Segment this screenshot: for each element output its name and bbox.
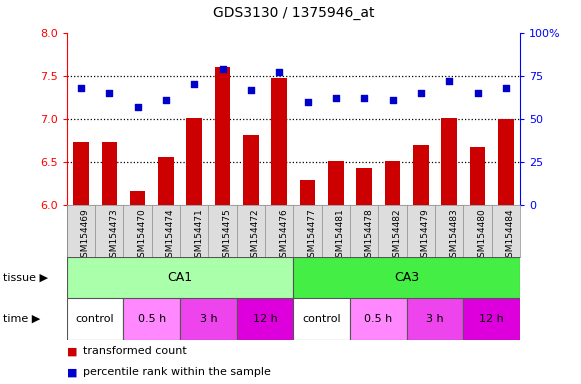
Text: 3 h: 3 h <box>426 314 444 324</box>
Text: transformed count: transformed count <box>83 346 187 356</box>
Bar <box>300 180 315 205</box>
Bar <box>356 168 372 205</box>
Text: 12 h: 12 h <box>253 314 278 324</box>
Text: GSM154470: GSM154470 <box>138 208 146 263</box>
Bar <box>130 191 145 205</box>
Text: 3 h: 3 h <box>200 314 217 324</box>
Text: GSM154472: GSM154472 <box>251 208 260 263</box>
Text: control: control <box>76 314 114 324</box>
Point <box>388 97 397 103</box>
Bar <box>237 298 293 340</box>
Bar <box>464 298 520 340</box>
Bar <box>293 257 520 298</box>
Text: GSM154479: GSM154479 <box>421 208 430 263</box>
Point <box>133 104 142 110</box>
Point <box>105 90 114 96</box>
Bar <box>243 135 259 205</box>
Text: CA1: CA1 <box>167 271 193 284</box>
Text: ■: ■ <box>67 346 77 356</box>
Text: GSM154480: GSM154480 <box>478 208 486 263</box>
Bar <box>407 298 464 340</box>
Point <box>275 70 284 76</box>
Text: GSM154482: GSM154482 <box>393 208 401 263</box>
Bar <box>215 67 231 205</box>
Bar <box>328 161 344 205</box>
Text: GDS3130 / 1375946_at: GDS3130 / 1375946_at <box>213 7 374 20</box>
Text: 0.5 h: 0.5 h <box>364 314 393 324</box>
Text: ■: ■ <box>67 367 77 377</box>
Point <box>501 85 511 91</box>
Text: GSM154484: GSM154484 <box>506 208 515 263</box>
Point <box>473 90 482 96</box>
Text: time ▶: time ▶ <box>3 314 40 324</box>
Text: GSM154477: GSM154477 <box>307 208 317 263</box>
Text: GSM154475: GSM154475 <box>223 208 232 263</box>
Text: GSM154471: GSM154471 <box>194 208 203 263</box>
Text: GSM154483: GSM154483 <box>449 208 458 263</box>
Point <box>76 85 85 91</box>
Text: 12 h: 12 h <box>479 314 504 324</box>
Text: tissue ▶: tissue ▶ <box>3 272 48 283</box>
Bar <box>102 142 117 205</box>
Bar <box>180 298 237 340</box>
Bar <box>187 118 202 205</box>
Bar <box>124 298 180 340</box>
Text: GSM154469: GSM154469 <box>81 208 90 263</box>
Bar <box>442 118 457 205</box>
Bar <box>67 257 293 298</box>
Text: GSM154476: GSM154476 <box>279 208 288 263</box>
Bar <box>293 298 350 340</box>
Text: control: control <box>303 314 341 324</box>
Text: CA3: CA3 <box>394 271 419 284</box>
Bar <box>350 298 407 340</box>
Text: GSM154474: GSM154474 <box>166 208 175 263</box>
Text: 0.5 h: 0.5 h <box>138 314 166 324</box>
Bar <box>385 161 400 205</box>
Point <box>246 87 256 93</box>
Point <box>162 97 171 103</box>
Text: GSM154481: GSM154481 <box>336 208 345 263</box>
Point <box>218 66 227 72</box>
Point <box>331 95 340 101</box>
Bar <box>67 298 124 340</box>
Point <box>360 95 369 101</box>
Text: GSM154473: GSM154473 <box>109 208 119 263</box>
Bar <box>498 119 514 205</box>
Bar <box>413 145 429 205</box>
Point <box>444 78 454 84</box>
Bar <box>271 78 287 205</box>
Bar <box>73 142 89 205</box>
Bar <box>469 147 485 205</box>
Bar <box>158 157 174 205</box>
Text: GSM154478: GSM154478 <box>364 208 373 263</box>
Point <box>303 99 312 105</box>
Text: percentile rank within the sample: percentile rank within the sample <box>83 367 271 377</box>
Point <box>189 81 199 88</box>
Point <box>416 90 425 96</box>
